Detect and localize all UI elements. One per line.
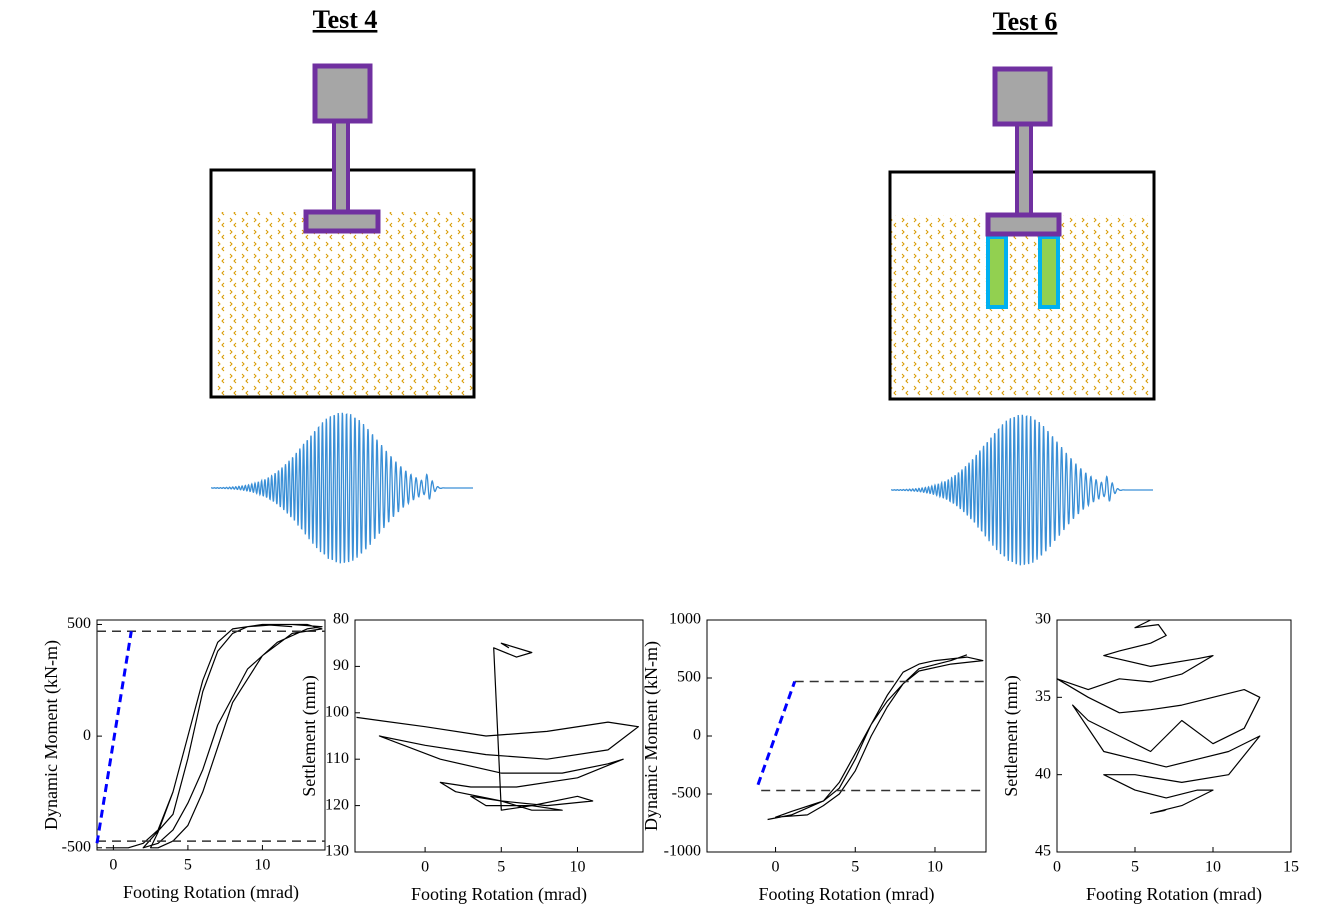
x-tick-label: 15 bbox=[1283, 859, 1299, 876]
y-axis-label: Dynamic Moment (kN-m) bbox=[41, 640, 62, 830]
y-tick-label: 30 bbox=[1035, 611, 1051, 628]
test4-diagram bbox=[209, 63, 476, 564]
data-line bbox=[1056, 619, 1261, 814]
x-tick-label: 0 bbox=[1053, 859, 1061, 876]
y-axis-label: Dynamic Moment (kN-m) bbox=[641, 641, 662, 831]
x-tick-label: 0 bbox=[109, 857, 117, 874]
x-axis-label: Footing Rotation (mrad) bbox=[1086, 884, 1262, 905]
plot-frame bbox=[354, 619, 644, 853]
y-tick-label: 500 bbox=[67, 615, 91, 632]
y-tick-label: 80 bbox=[333, 611, 349, 628]
y-tick-label: 130 bbox=[325, 843, 349, 860]
panel-title: Test 6 bbox=[993, 7, 1058, 36]
x-tick-label: 5 bbox=[497, 859, 505, 876]
y-tick-label: -1000 bbox=[664, 843, 701, 860]
plot-frame bbox=[1056, 619, 1292, 853]
y-axis-label: Settlement (mm) bbox=[299, 675, 320, 796]
x-tick-label: 10 bbox=[927, 859, 943, 876]
y-tick-label: 35 bbox=[1035, 688, 1051, 705]
y-tick-label: -500 bbox=[672, 785, 701, 802]
data-line bbox=[756, 680, 797, 786]
x-tick-label: 10 bbox=[569, 859, 585, 876]
data-line bbox=[767, 654, 984, 821]
x-tick-label: 0 bbox=[772, 859, 780, 876]
y-axis-label: Settlement (mm) bbox=[1001, 675, 1022, 796]
x-tick-label: 5 bbox=[184, 857, 192, 874]
panel-title: Test 4 bbox=[313, 5, 378, 34]
data-line bbox=[356, 642, 639, 811]
x-tick-label: 5 bbox=[1131, 859, 1139, 876]
y-tick-label: -500 bbox=[62, 838, 91, 855]
x-tick-label: 10 bbox=[1205, 859, 1221, 876]
plot-frame bbox=[706, 619, 987, 853]
y-tick-label: 1000 bbox=[669, 611, 701, 628]
y-tick-label: 110 bbox=[326, 750, 349, 767]
data-line bbox=[95, 630, 133, 844]
x-axis-label: Footing Rotation (mrad) bbox=[123, 882, 299, 903]
x-tick-label: 0 bbox=[421, 859, 429, 876]
y-tick-label: 40 bbox=[1035, 765, 1051, 782]
test6-diagram bbox=[888, 66, 1156, 566]
y-tick-label: 45 bbox=[1035, 843, 1051, 860]
x-tick-label: 10 bbox=[254, 857, 270, 874]
data-line bbox=[105, 623, 323, 849]
y-tick-label: 100 bbox=[325, 703, 349, 720]
y-tick-label: 0 bbox=[83, 727, 91, 744]
y-tick-label: 120 bbox=[325, 796, 349, 813]
x-axis-label: Footing Rotation (mrad) bbox=[759, 884, 935, 905]
x-axis-label: Footing Rotation (mrad) bbox=[411, 884, 587, 905]
plot-frame bbox=[96, 619, 326, 851]
y-tick-label: 500 bbox=[677, 669, 701, 686]
x-tick-label: 5 bbox=[851, 859, 859, 876]
y-tick-label: 0 bbox=[693, 727, 701, 744]
y-tick-label: 90 bbox=[333, 657, 349, 674]
